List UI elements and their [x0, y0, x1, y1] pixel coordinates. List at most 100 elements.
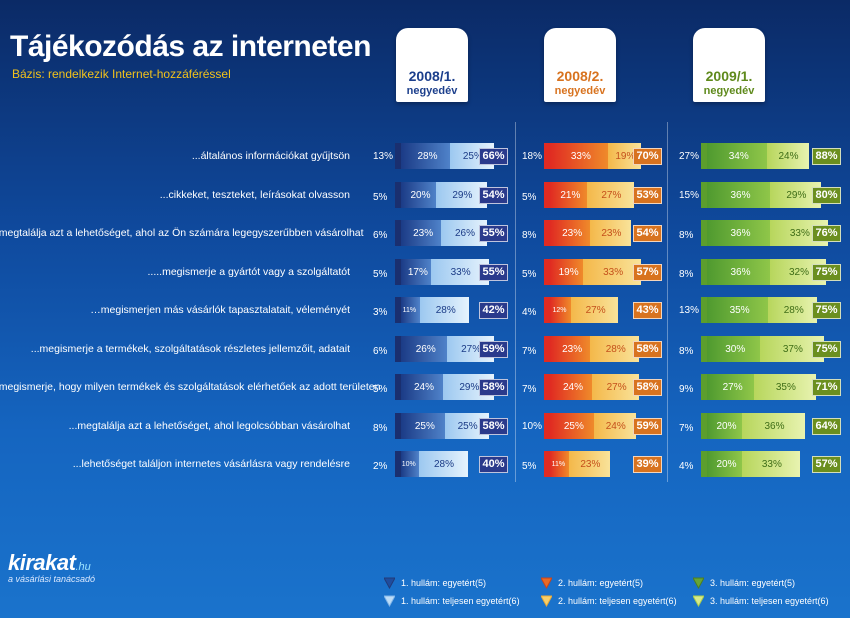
legend-label: 2. hullám: teljesen egyetért(6) [558, 596, 677, 606]
total-badge: 58% [479, 379, 508, 396]
logo-tld: .hu [75, 561, 91, 573]
category-label: ...lehetőséget találjon internetes vásár… [72, 458, 350, 470]
bar-agree [707, 143, 767, 169]
bar-agree-label: 11% [551, 461, 566, 468]
bar-fully-agree [592, 374, 640, 400]
bar-fully-agree-label: 36% [764, 420, 785, 432]
category-label: .....megismerje a gyártót vagy a szolgál… [147, 265, 350, 278]
lead-value-label: 5% [522, 461, 537, 472]
bar-agree-label: 34% [728, 151, 749, 162]
bar-agree [550, 181, 587, 208]
legend-swatch-icon [384, 595, 395, 607]
bar-agree [401, 143, 450, 169]
total-badge: 57% [812, 456, 841, 473]
total-badge: 54% [633, 225, 662, 242]
bar-agree-label: 26% [415, 343, 436, 355]
bar-stub [544, 181, 550, 208]
bar-agree-label: 30% [725, 343, 746, 355]
legend-item: 3. hullám: teljesen egyetért(6) [693, 595, 829, 607]
bar-fully-agree [436, 181, 487, 208]
bar-agree [401, 297, 421, 323]
bar-agree [401, 335, 447, 362]
category-label: ...megtalálja azt a lehetőséget, ahol le… [68, 419, 350, 432]
legend-item: 2. hullám: teljesen egyetért(6) [541, 595, 677, 607]
bar-agree [707, 220, 770, 246]
bar-fully-agree-label: 27% [601, 189, 622, 201]
column-divider-1 [515, 122, 516, 482]
period-year: 2009/1. [705, 68, 753, 84]
lead-value-label: 5% [373, 384, 388, 395]
total-badge: 66% [479, 148, 508, 165]
period-quarter: negyedév [554, 85, 606, 97]
bar-fully-agree [586, 181, 634, 208]
legend-label: 2. hullám: egyetért(5) [558, 578, 644, 588]
category-label: ...általános információkat gyűjtsön [191, 150, 350, 162]
period-year: 2008/2. [556, 68, 604, 84]
legend-item: 1. hullám: teljesen egyetért(6) [384, 595, 520, 607]
lead-value-label: 15% [679, 189, 700, 201]
logo-tagline: a vásárlási tanácsadó [8, 574, 96, 584]
bar-agree-label: 12% [552, 307, 567, 314]
bar-fully-agree-label: 28% [783, 305, 804, 316]
lead-value-label: 7% [522, 345, 537, 357]
period-header-3: 2009/1. negyedév [693, 28, 765, 102]
bar-fully-agree-label: 28% [434, 459, 455, 470]
legend-label: 3. hullám: egyetért(5) [710, 578, 796, 588]
bar-fully-agree [593, 412, 636, 439]
legend-item: 3. hullám: egyetért(5) [693, 577, 795, 589]
legend-swatch-icon [541, 595, 552, 607]
lead-value-label: 5% [373, 191, 388, 203]
total-badge: 80% [812, 186, 841, 204]
total-badge: 58% [479, 417, 508, 435]
bar-fully-agree-label: 33% [450, 266, 471, 278]
bar-agree [550, 451, 570, 477]
total-badge: 53% [633, 186, 662, 204]
category-label: …megismerjen más vásárlók tapasztalatait… [90, 304, 350, 316]
lead-value-label: 5% [522, 191, 537, 203]
bar-fully-agree-label: 33% [603, 266, 624, 278]
bar-agree [707, 451, 742, 477]
bar-agree-label: 10% [401, 461, 416, 468]
total-badge: 75% [812, 302, 841, 319]
period-quarter: negyedév [406, 85, 458, 97]
bar-agree [707, 258, 770, 285]
kirakat-logo: kirakat.hu a vásárlási tanácsadó [8, 550, 120, 596]
bar-agree [550, 220, 591, 246]
period-header-1: 2008/1. negyedév [396, 28, 468, 102]
bar-fully-agree [420, 297, 470, 323]
bar-stub [544, 412, 550, 439]
total-badge: 59% [633, 417, 662, 435]
total-badge: 59% [479, 340, 508, 358]
legend-label: 1. hullám: egyetért(5) [401, 578, 487, 588]
lead-value-label: 7% [522, 384, 537, 395]
lead-value-label: 8% [679, 268, 694, 280]
bar-fully-agree-label: 35% [775, 382, 796, 393]
total-badge: 75% [812, 263, 841, 281]
bar-fully-agree [430, 258, 489, 285]
bar-agree [550, 335, 591, 362]
chart-subtitle: Bázis: rendelkezik Internet-hozzáférésse… [12, 67, 231, 81]
lead-value-label: 8% [522, 230, 537, 241]
bar-agree-label: 33% [570, 151, 591, 162]
bar-agree-label: 19% [558, 266, 579, 278]
total-badge: 39% [633, 456, 662, 473]
bar-fully-agree-label: 27% [585, 305, 606, 316]
bar-stub [701, 181, 707, 208]
bar-fully-agree [569, 451, 610, 477]
lead-value-label: 4% [679, 461, 694, 472]
category-label: ...cikkeket, teszteket, leírásokat olvas… [159, 188, 350, 201]
legend-swatch-icon [541, 577, 552, 589]
bar-fully-agree [742, 451, 800, 477]
bar-fully-agree-label: 24% [778, 151, 799, 162]
bar-stub [701, 374, 707, 400]
legend-label: 1. hullám: teljesen egyetért(6) [401, 596, 520, 606]
bar-agree [707, 412, 742, 439]
bar-fully-agree [418, 451, 468, 477]
lead-value-label: 3% [373, 307, 388, 318]
bar-agree [707, 297, 769, 323]
lead-value-label: 6% [373, 345, 388, 357]
total-badge: 54% [479, 186, 508, 204]
total-badge: 42% [479, 302, 508, 319]
bar-stub [395, 181, 401, 208]
bar-stub [701, 258, 707, 285]
